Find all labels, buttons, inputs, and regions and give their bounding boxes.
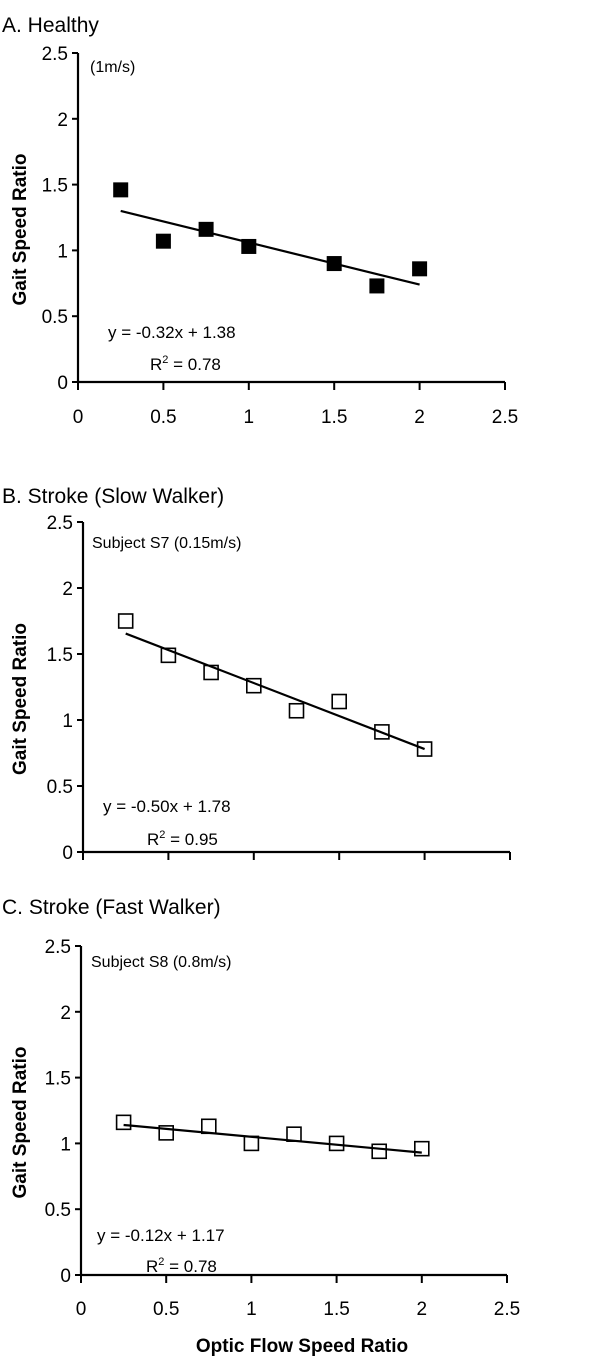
y-tick-label: 1.5: [45, 1069, 71, 1090]
data-point: [115, 1114, 132, 1131]
x-tick-label: 2.5: [492, 407, 518, 428]
y-tick-label: 0: [60, 1266, 71, 1287]
data-point: [158, 1125, 174, 1141]
data-point: [117, 613, 134, 629]
r-squared-label: R2 = 0.78: [150, 354, 221, 374]
x-tick-label: 2: [414, 407, 425, 428]
y-tick-label: 0: [62, 843, 73, 864]
y-tick-label: 1.5: [42, 176, 68, 197]
data-point: [203, 664, 219, 681]
x-tick-label: 1.5: [323, 1299, 349, 1320]
data-point: [412, 261, 428, 277]
subject-annotation: Subject S8 (0.8m/s): [91, 954, 232, 971]
x-axis-title: Optic Flow Speed Ratio: [196, 1336, 408, 1357]
r-squared-superscript: 2: [162, 354, 168, 366]
data-point: [374, 724, 390, 740]
data-point: [413, 1140, 430, 1157]
y-tick-label: 1.5: [47, 645, 73, 666]
x-tick-label: 0: [73, 407, 84, 428]
trendline: [125, 632, 425, 751]
data-point: [246, 677, 262, 694]
r-squared-label: R2 = 0.78: [146, 1256, 217, 1276]
y-axis-title: Gait Speed Ratio: [10, 153, 31, 305]
y-tick-label: 0.5: [47, 777, 73, 798]
data-point: [243, 1135, 260, 1152]
y-tick-label: 2: [57, 110, 68, 131]
y-tick-label: 0.5: [42, 307, 68, 328]
r-squared-superscript: 2: [159, 829, 165, 841]
data-point: [326, 256, 342, 272]
y-tick-label: 2.5: [45, 937, 71, 958]
r-squared-r: R: [147, 830, 159, 849]
data-point: [331, 693, 348, 710]
r-squared-superscript: 2: [158, 1256, 164, 1268]
chart-panel-0: A. Healthy 0 0.5 1 1.5 2 2.5 0 0.5 1 1.5 2 2.5 Gait S…: [2, 14, 518, 428]
x-tick-label: 1: [246, 1299, 257, 1320]
panel-title: C. Stroke (Fast Walker): [2, 896, 221, 919]
r-squared-value: = 0.78: [168, 355, 220, 374]
y-tick-label: 1: [60, 1134, 71, 1155]
r-squared-value: = 0.95: [165, 830, 217, 849]
trendline: [123, 1123, 422, 1154]
data-point: [113, 182, 129, 198]
y-tick-label: 2.5: [42, 44, 68, 65]
data-point: [160, 647, 177, 664]
y-tick-label: 0: [57, 373, 68, 394]
trendline-equation: y = -0.32x + 1.38: [108, 323, 236, 342]
x-tick-label: 2: [417, 1299, 428, 1320]
data-point: [328, 1135, 345, 1152]
y-axis-title: Gait Speed Ratio: [10, 623, 31, 775]
y-tick-label: 2: [60, 1003, 71, 1024]
x-tick-label: 1: [244, 407, 255, 428]
x-tick-label: 0.5: [153, 1299, 179, 1320]
panel-title: A. Healthy: [2, 14, 99, 37]
subject-annotation: Subject S7 (0.15m/s): [92, 535, 241, 552]
data-point: [241, 238, 257, 254]
trendline: [120, 209, 420, 286]
y-tick-label: 0.5: [45, 1200, 71, 1221]
x-tick-label: 0: [76, 1299, 87, 1320]
y-tick-label: 1: [57, 241, 68, 262]
chart-panel-2: C. Stroke (Fast Walker) 0 0.5 1 1.5 2 2.5 0 0.5 1…: [2, 896, 520, 1357]
trendline-equation: y = -0.12x + 1.17: [97, 1226, 225, 1245]
r-squared-label: R2 = 0.95: [147, 829, 218, 849]
y-axis-title: Gait Speed Ratio: [10, 1046, 31, 1198]
chart-panel-1: B. Stroke (Slow Walker) 0 0.5 1 1.5 2 2.5 Gait …: [2, 485, 511, 864]
data-point: [416, 741, 433, 757]
r-squared-r: R: [150, 355, 162, 374]
data-point: [198, 221, 214, 237]
data-point: [288, 702, 305, 719]
trendline-equation: y = -0.50x + 1.78: [103, 797, 231, 816]
x-tick-label: 2.5: [494, 1299, 520, 1320]
data-point: [371, 1143, 388, 1160]
data-point: [201, 1118, 217, 1135]
panel-title: B. Stroke (Slow Walker): [2, 485, 224, 508]
x-tick-label: 0.5: [150, 407, 176, 428]
subject-annotation: (1m/s): [90, 59, 135, 76]
data-point: [286, 1126, 302, 1142]
y-tick-label: 2: [62, 579, 73, 600]
data-point: [155, 233, 171, 249]
data-point: [369, 278, 385, 294]
x-tick-label: 1.5: [321, 407, 347, 428]
y-tick-label: 2.5: [47, 513, 73, 534]
y-tick-label: 1: [62, 711, 73, 732]
r-squared-r: R: [146, 1257, 158, 1276]
r-squared-value: = 0.78: [164, 1257, 216, 1276]
